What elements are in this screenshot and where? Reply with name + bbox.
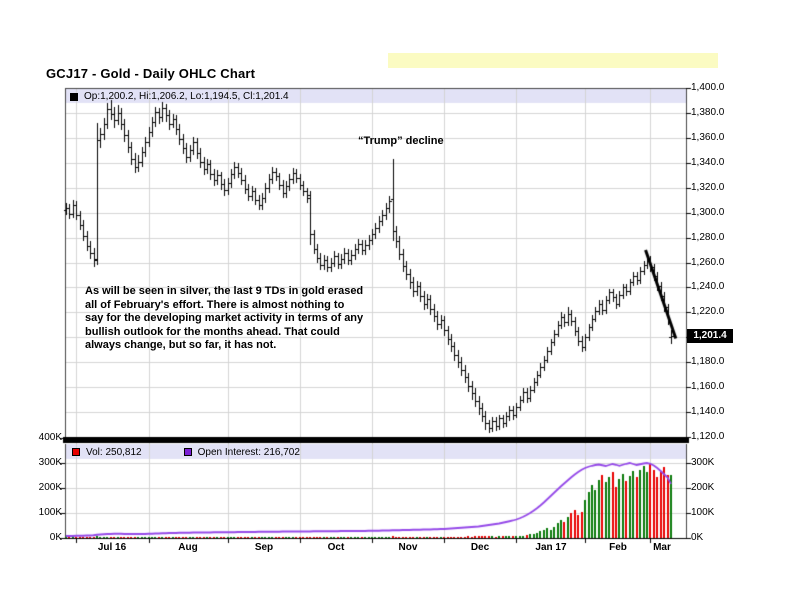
ohlc-info-text: Op:1,200.2, Hi:1,206.2, Lo:1,194.5, Cl:1…: [84, 91, 289, 102]
last-price-label: 1,201.4: [687, 329, 733, 343]
volume-tick-label-left: 300K: [38, 457, 62, 468]
volume-marker-icon: [72, 448, 80, 456]
month-label: Feb: [609, 542, 627, 553]
price-tick-label: 1,340.0: [691, 157, 725, 168]
month-label: Dec: [470, 542, 490, 553]
month-label: Oct: [327, 542, 345, 553]
volume-legend-text: Vol: 250,812: [86, 446, 142, 458]
yellow-highlight-bar: [388, 53, 718, 68]
price-tick-label: 1,260.0: [691, 257, 725, 268]
price-tick-label: 1,240.0: [691, 281, 725, 292]
volume-tick-label-right: 200K: [691, 482, 715, 493]
price-tick-label: 1,120.0: [691, 431, 725, 442]
price-tick-label: 1,320.0: [691, 182, 725, 193]
month-label: Jul 16: [97, 542, 127, 553]
price-tick-label: 1,220.0: [691, 306, 725, 317]
volume-tick-label-left: 400K: [38, 432, 62, 443]
price-series-marker-icon: [70, 92, 78, 101]
price-tick-label: 1,400.0: [691, 82, 725, 93]
volume-tick-label-right: 300K: [691, 457, 715, 468]
price-tick-label: 1,140.0: [691, 406, 725, 417]
open-interest-marker-icon: [183, 448, 192, 456]
month-label: Mar: [653, 542, 671, 553]
volume-tick-label-left: 100K: [38, 507, 62, 518]
month-label: Aug: [178, 542, 198, 553]
chart-title: GCJ17 - Gold - Daily OHLC Chart: [46, 66, 256, 81]
open-interest-legend-text: Open Interest: 216,702: [197, 446, 300, 458]
price-tick-label: 1,360.0: [691, 132, 725, 143]
month-label: Jan 17: [535, 542, 567, 553]
volume-legend: Vol: 250,812 Open Interest: 216,702: [72, 446, 300, 458]
trump-decline-annotation: “Trump” decline: [358, 135, 444, 147]
volume-tick-label-right: 0K: [691, 532, 704, 543]
volume-tick-label-left: 0K: [49, 532, 62, 543]
month-label: Nov: [398, 542, 418, 553]
price-tick-label: 1,300.0: [691, 207, 725, 218]
price-tick-label: 1,380.0: [691, 107, 725, 118]
volume-tick-label-right: 100K: [691, 507, 715, 518]
volume-tick-label-left: 200K: [38, 482, 62, 493]
commentary-annotation: As will be seen in silver, the last 9 TD…: [85, 285, 364, 351]
price-tick-label: 1,180.0: [691, 356, 725, 367]
price-tick-label: 1,280.0: [691, 232, 725, 243]
month-label: Sep: [254, 542, 274, 553]
price-tick-label: 1,160.0: [691, 381, 725, 392]
ohlc-info-bar: Op:1,200.2, Hi:1,206.2, Lo:1,194.5, Cl:1…: [70, 90, 289, 103]
